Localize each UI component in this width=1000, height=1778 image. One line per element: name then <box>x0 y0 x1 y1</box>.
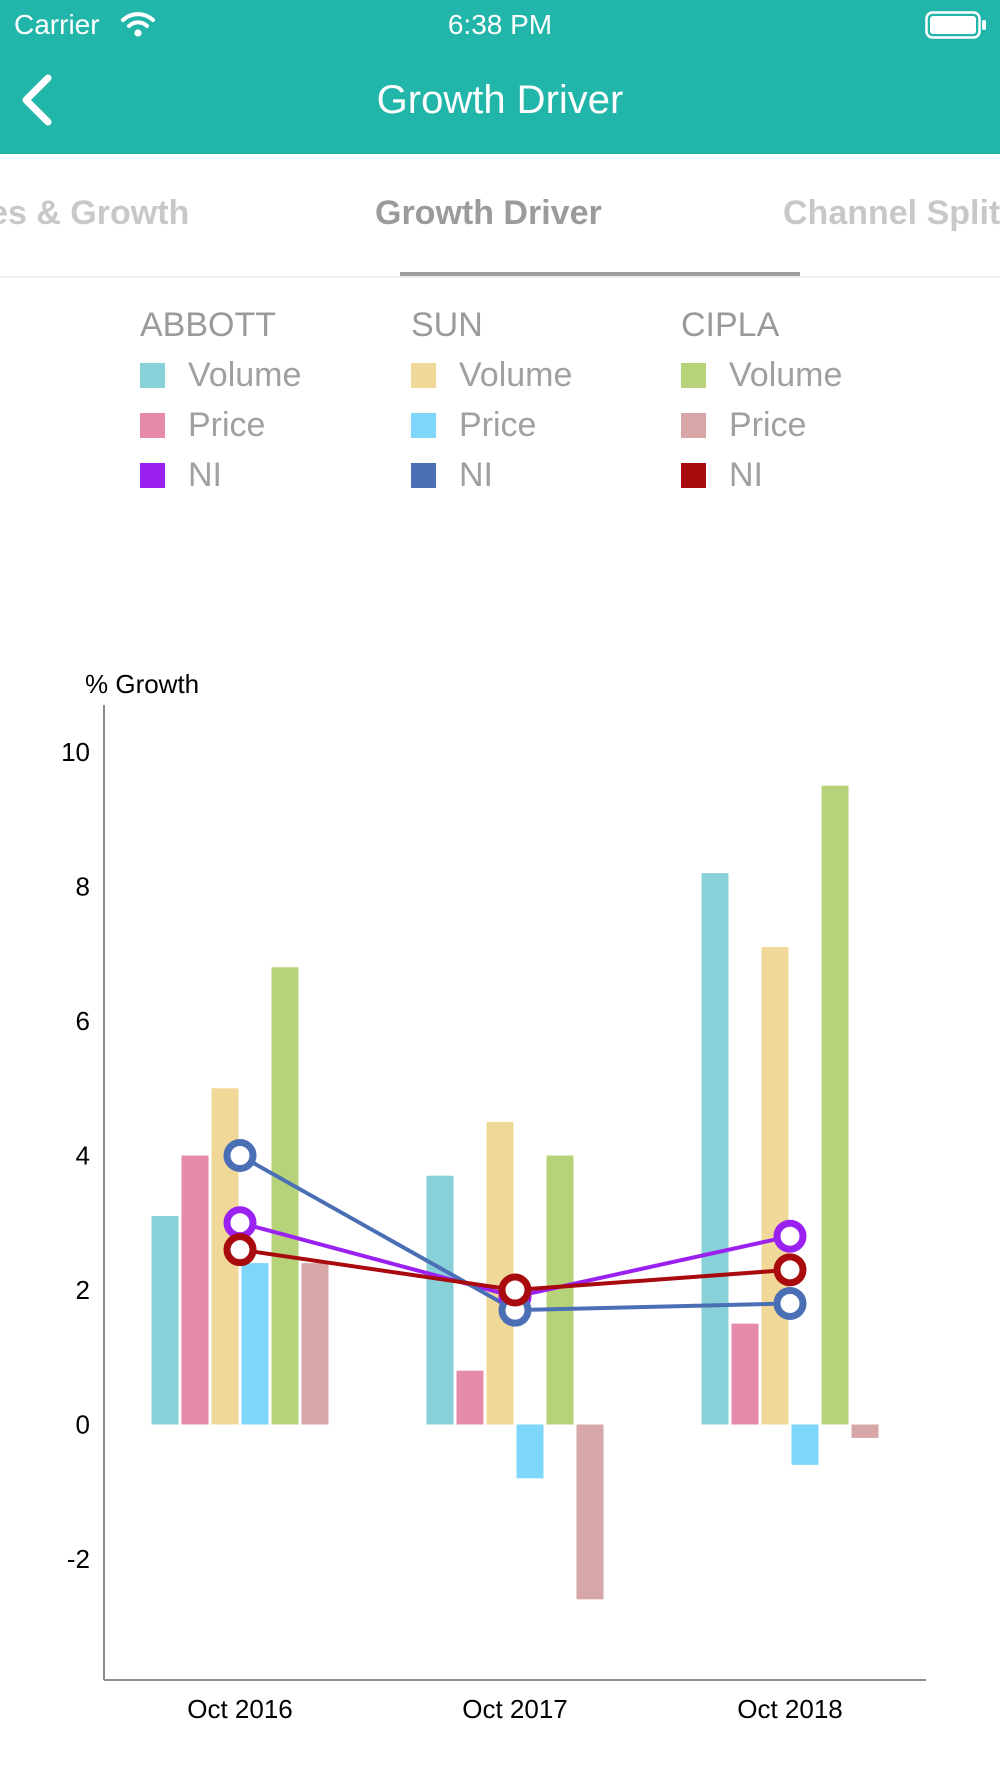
bar <box>791 1424 819 1465</box>
point <box>773 1219 807 1253</box>
point <box>223 1233 257 1267</box>
point <box>773 1253 807 1287</box>
y-axis-label: % Growth <box>85 669 199 699</box>
legend-group-cipla: CIPLA Volume Price NI <box>681 300 941 500</box>
tab-strip: Sales & Growth Growth Driver Channel Spl… <box>0 154 1000 278</box>
tab-sales-growth[interactable]: Sales & Growth <box>0 194 190 232</box>
y-tick-label: 0 <box>76 1409 90 1439</box>
bar <box>701 873 729 1425</box>
header-bar: Carrier 6:38 PM Growth Driver <box>0 0 1000 154</box>
legend-swatch <box>140 363 165 388</box>
legend-label: NI <box>188 456 222 494</box>
legend-item: NI <box>140 450 400 500</box>
legend-label: Price <box>188 406 266 444</box>
legend-swatch <box>140 463 165 488</box>
legend-item: NI <box>681 450 941 500</box>
bar <box>301 1263 329 1425</box>
tab-channel-split[interactable]: Channel Split <box>783 194 1000 232</box>
point <box>223 1206 257 1240</box>
bar <box>851 1424 879 1438</box>
chart-legend: ABBOTT Volume Price NI SUN Volume Price … <box>0 300 1000 520</box>
legend-label: Volume <box>729 356 843 394</box>
legend-item: Price <box>140 400 400 450</box>
point <box>773 1286 807 1320</box>
bar <box>181 1155 209 1425</box>
legend-item: Volume <box>140 350 400 400</box>
legend-swatch <box>140 413 165 438</box>
back-button[interactable] <box>10 68 70 132</box>
bar <box>731 1323 759 1425</box>
point <box>498 1273 532 1307</box>
navigation-bar: Growth Driver <box>0 50 1000 154</box>
legend-item: Volume <box>411 350 671 400</box>
legend-label: Volume <box>188 356 302 394</box>
x-tick-label: Oct 2018 <box>737 1694 843 1724</box>
y-tick-label: 2 <box>76 1275 90 1305</box>
legend-swatch <box>411 413 436 438</box>
bar <box>241 1263 269 1425</box>
legend-label: Price <box>459 406 537 444</box>
legend-swatch <box>681 413 706 438</box>
legend-item: Price <box>681 400 941 450</box>
bar <box>456 1370 484 1425</box>
bar <box>426 1175 454 1425</box>
legend-item: NI <box>411 450 671 500</box>
bar <box>151 1216 179 1425</box>
tab-selected-indicator <box>400 272 800 276</box>
bar <box>516 1424 544 1479</box>
legend-group-title: CIPLA <box>681 306 780 344</box>
legend-group-title: SUN <box>411 306 483 344</box>
legend-swatch <box>411 363 436 388</box>
bar <box>761 947 789 1425</box>
bar <box>271 967 299 1425</box>
legend-item: Price <box>411 400 671 450</box>
x-tick-label: Oct 2017 <box>462 1694 568 1724</box>
legend-group-title: ABBOTT <box>140 306 277 344</box>
point <box>223 1139 257 1173</box>
legend-swatch <box>411 463 436 488</box>
bar <box>576 1424 604 1600</box>
y-tick-label: 4 <box>76 1141 90 1171</box>
growth-chart: % Growth -2 0 2 4 6 8 10 Oct 2016 Oct 2017 Oct 201… <box>61 669 926 1724</box>
battery-icon <box>925 11 986 39</box>
legend-group-sun: SUN Volume Price NI <box>411 300 671 500</box>
legend-label: NI <box>459 456 493 494</box>
legend-swatch <box>681 363 706 388</box>
x-tick-label: Oct 2016 <box>187 1694 293 1724</box>
chevron-left-icon <box>22 74 52 126</box>
tab-growth-driver[interactable]: Growth Driver <box>375 194 602 232</box>
legend-group-abbott: ABBOTT Volume Price NI <box>140 300 400 500</box>
legend-item: Volume <box>681 350 941 400</box>
y-tick-label: 10 <box>61 737 90 767</box>
legend-label: Volume <box>459 356 573 394</box>
bar <box>821 785 849 1425</box>
status-time: 6:38 PM <box>447 9 553 40</box>
status-bar: Carrier 6:38 PM <box>0 0 1000 50</box>
wifi-icon <box>121 12 155 37</box>
legend-label: Price <box>729 406 807 444</box>
y-tick-label: 8 <box>76 872 90 902</box>
page-title: Growth Driver <box>376 78 624 122</box>
y-tick-label: -2 <box>67 1544 90 1574</box>
legend-swatch <box>681 463 706 488</box>
y-tick-label: 6 <box>76 1006 90 1036</box>
legend-label: NI <box>729 456 763 494</box>
bar <box>486 1121 514 1425</box>
carrier-label: Carrier <box>14 9 100 40</box>
